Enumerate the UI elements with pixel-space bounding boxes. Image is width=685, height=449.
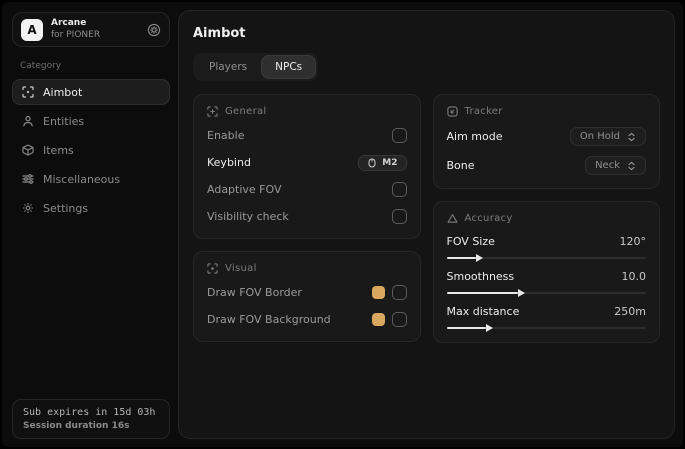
eye-scan-icon <box>207 263 218 274</box>
sliders-icon <box>22 173 34 185</box>
card-columns: General Enable Keybind <box>193 94 660 343</box>
chevron-expand-icon <box>627 132 636 142</box>
fov-border-checkbox[interactable] <box>391 285 407 300</box>
card-title: Visual <box>225 263 257 274</box>
chevron-expand-icon <box>627 161 636 171</box>
slider-fill[interactable] <box>446 289 526 297</box>
fov-size-row: FOV Size 120° <box>446 235 647 262</box>
sidebar-nav: Aimbot Entities Items <box>12 79 170 221</box>
aim-mode-select[interactable]: On Hold <box>569 127 646 146</box>
sub-expiry-text: Sub expires in 15d 03h <box>23 407 156 418</box>
sidebar-item-entities[interactable]: Entities <box>12 108 170 134</box>
subscription-card: Sub expires in 15d 03h Session duration … <box>12 399 170 439</box>
visibility-check-checkbox[interactable] <box>391 209 407 224</box>
setting-row-enable: Enable <box>207 127 407 144</box>
setting-row-visibility-check: Visibility check <box>207 208 407 225</box>
fov-size-slider[interactable] <box>446 254 646 262</box>
left-column: General Enable Keybind <box>193 94 421 342</box>
mouse-icon <box>367 158 377 168</box>
session-duration-text: Session duration 16s <box>23 421 130 431</box>
card-title: Accuracy <box>464 213 513 224</box>
accuracy-card: Accuracy FOV Size 120° Smoothnes <box>432 201 660 343</box>
sidebar-item-items[interactable]: Items <box>12 137 170 163</box>
setting-row-bone: Bone Neck <box>447 156 646 175</box>
card-title: Tracker <box>464 106 503 117</box>
tab-npcs[interactable]: NPCs <box>262 56 316 78</box>
fov-background-checkbox[interactable] <box>391 312 407 327</box>
tab-bar: Players NPCs <box>193 53 319 81</box>
right-column: Tracker Aim mode On Hold <box>432 94 660 343</box>
max-distance-row: Max distance 250m <box>446 305 646 332</box>
app-logo: A <box>21 18 43 41</box>
person-icon <box>22 115 34 127</box>
sidebar-item-label: Settings <box>43 201 89 215</box>
setting-row-aim-mode: Aim mode On Hold <box>447 127 646 146</box>
crosshair-icon <box>22 86 34 98</box>
page-title: Aimbot <box>193 26 246 41</box>
sidebar: A Arcane for PIONER Category <box>2 2 178 447</box>
setting-row-keybind: Keybind M2 <box>207 154 407 171</box>
tab-players[interactable]: Players <box>209 61 248 73</box>
visual-card: Visual Draw FOV Border Draw FOV Backgrou… <box>193 251 421 342</box>
general-card: General Enable Keybind <box>193 94 421 239</box>
sidebar-item-settings[interactable]: Settings <box>12 195 170 221</box>
smoothness-row: Smoothness 10.0 <box>446 270 647 297</box>
app-name: Arcane <box>51 18 87 29</box>
brand-card: A Arcane for PIONER <box>12 12 170 47</box>
gear-circle-icon[interactable] <box>147 23 161 37</box>
smoothness-value: 10.0 <box>621 270 647 283</box>
slider-fill[interactable] <box>446 254 484 262</box>
enable-checkbox[interactable] <box>391 128 407 143</box>
max-distance-slider[interactable] <box>446 324 646 332</box>
sidebar-item-miscellaneous[interactable]: Miscellaneous <box>12 166 170 192</box>
scan-icon <box>207 106 218 117</box>
bone-select[interactable]: Neck <box>585 156 646 175</box>
card-title: General <box>225 106 267 117</box>
smoothness-slider[interactable] <box>446 289 646 297</box>
category-label: Category <box>20 61 62 71</box>
app-subtitle: for PIONER <box>51 29 101 40</box>
sidebar-item-label: Aimbot <box>43 85 83 99</box>
cube-icon <box>22 144 34 156</box>
target-box-icon <box>446 106 458 117</box>
adaptive-fov-checkbox[interactable] <box>391 182 407 197</box>
sidebar-item-label: Miscellaneous <box>43 172 121 186</box>
sidebar-item-label: Items <box>43 143 74 157</box>
setting-row-fov-border: Draw FOV Border <box>207 284 407 301</box>
tracker-card: Tracker Aim mode On Hold <box>432 94 660 189</box>
slider-fill[interactable] <box>446 324 494 332</box>
fov-size-value: 120° <box>619 235 647 248</box>
fov-background-color-swatch[interactable] <box>371 313 385 326</box>
gear-icon <box>22 202 34 214</box>
max-distance-value: 250m <box>614 305 646 318</box>
sidebar-item-aimbot[interactable]: Aimbot <box>12 79 170 105</box>
setting-row-fov-background: Draw FOV Background <box>207 311 407 328</box>
triangle-icon <box>447 213 458 224</box>
keybind-button[interactable]: M2 <box>358 154 407 171</box>
main-panel: Aimbot Players NPCs General <box>178 10 675 439</box>
fov-border-color-swatch[interactable] <box>371 286 385 299</box>
setting-row-adaptive-fov: Adaptive FOV <box>207 181 407 198</box>
sidebar-item-label: Entities <box>43 114 85 128</box>
